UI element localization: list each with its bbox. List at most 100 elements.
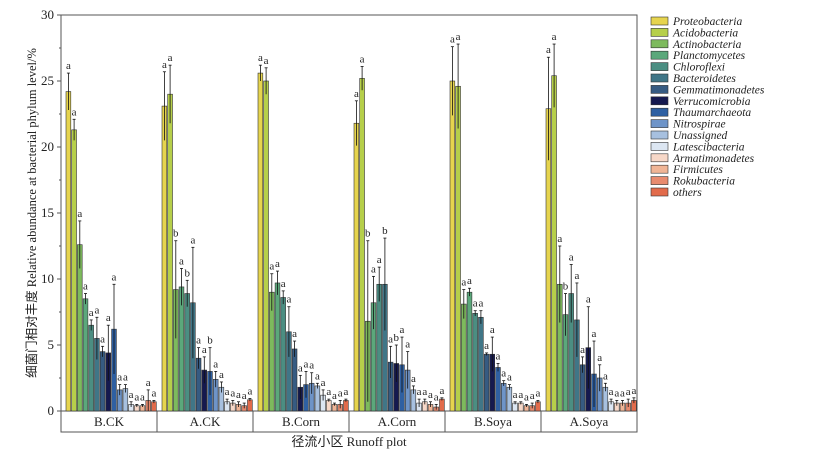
bar xyxy=(506,386,513,412)
significance-letter: a xyxy=(202,344,207,356)
y-tick-label: 25 xyxy=(41,73,54,88)
y-tick-label: 30 xyxy=(41,7,54,22)
legend-label: Chloroflexi xyxy=(673,62,725,74)
significance-letter: b xyxy=(173,228,179,240)
significance-letter: a xyxy=(439,385,444,397)
x-tick-label: A.Soya xyxy=(570,414,609,429)
significance-letter: a xyxy=(66,60,71,72)
significance-letter: a xyxy=(112,271,117,283)
bar xyxy=(178,286,185,412)
legend-swatch xyxy=(650,187,669,197)
legend-label: Actinobacteria xyxy=(672,39,742,51)
significance-letter: b xyxy=(563,281,569,293)
significance-letter: a xyxy=(609,386,614,398)
legend-label: Thaumarchaeota xyxy=(673,107,751,119)
bar xyxy=(257,72,264,412)
significance-letter: a xyxy=(100,333,105,345)
significance-letter: a xyxy=(417,386,422,398)
significance-letter: a xyxy=(592,328,597,340)
significance-letter: a xyxy=(507,372,512,384)
significance-letter: a xyxy=(496,350,501,362)
bar xyxy=(88,324,94,412)
bar xyxy=(500,382,507,412)
x-tick-label: B.Soya xyxy=(474,414,512,429)
legend-label: Rokubacteria xyxy=(672,176,735,188)
significance-letter: a xyxy=(230,387,235,399)
bar xyxy=(326,400,332,412)
bar xyxy=(461,303,467,412)
legend-label: Planctomycetes xyxy=(672,50,746,62)
significance-letter: a xyxy=(332,390,337,402)
significance-letter: b xyxy=(382,225,388,237)
significance-letter: a xyxy=(631,385,636,397)
bar xyxy=(359,78,365,412)
significance-letter: a xyxy=(140,391,145,403)
significance-letter: a xyxy=(247,385,252,397)
bar xyxy=(263,80,269,412)
bar xyxy=(353,122,360,412)
significance-letter: a xyxy=(580,344,585,356)
legend-swatch xyxy=(650,142,669,151)
significance-letter: a xyxy=(242,390,247,402)
legend-label: Bacteroidetes xyxy=(673,73,736,85)
legend-label: Nitrospirae xyxy=(672,119,726,131)
significance-letter: a xyxy=(450,34,455,46)
significance-letter: a xyxy=(473,298,478,310)
significance-letter: a xyxy=(400,324,405,336)
significance-letter: a xyxy=(94,304,99,316)
legend-swatch xyxy=(650,164,669,174)
significance-letter: a xyxy=(151,387,156,399)
legend-swatch xyxy=(650,28,669,37)
significance-letter: a xyxy=(315,370,320,382)
legend-swatch xyxy=(650,73,669,83)
significance-letter: a xyxy=(269,261,274,273)
significance-letter: a xyxy=(213,358,218,370)
legend-swatch xyxy=(650,39,669,49)
legend-swatch xyxy=(650,153,669,163)
significance-letter: a xyxy=(134,391,139,403)
significance-letter: a xyxy=(236,389,241,401)
bar xyxy=(495,367,501,412)
significance-letter: a xyxy=(264,55,269,67)
significance-letter: a xyxy=(574,270,579,282)
legend-swatch xyxy=(650,130,669,140)
significance-letter: a xyxy=(354,88,359,100)
x-axis-label: 径流小区 Runoff plot xyxy=(291,434,407,449)
y-tick-label: 20 xyxy=(41,139,54,154)
significance-letter: a xyxy=(77,208,82,220)
significance-letter: a xyxy=(292,328,297,340)
legend: ProteobacteriaAcidobacteriaActinobacteri… xyxy=(650,16,765,199)
bar xyxy=(343,400,349,412)
significance-letter: a xyxy=(461,277,466,289)
significance-letter: a xyxy=(478,298,483,310)
significance-letter: a xyxy=(586,294,591,306)
bar xyxy=(376,283,382,412)
bar xyxy=(247,399,253,412)
bar xyxy=(65,91,72,412)
significance-letter: b xyxy=(184,267,190,279)
significance-letter: a xyxy=(338,387,343,399)
significance-letter: a xyxy=(388,333,393,345)
significance-letter: a xyxy=(286,294,291,306)
legend-label: Firmicutes xyxy=(672,164,723,176)
significance-letter: a xyxy=(518,389,523,401)
significance-letter: a xyxy=(258,52,263,64)
significance-letter: a xyxy=(326,386,331,398)
bar xyxy=(167,93,173,412)
bar xyxy=(184,293,190,412)
significance-letter: a xyxy=(603,370,608,382)
legend-label: Verrucomicrobia xyxy=(673,96,751,108)
significance-letter: a xyxy=(321,377,326,389)
bar xyxy=(151,401,157,412)
y-tick-label: 0 xyxy=(48,403,55,418)
significance-letter: a xyxy=(377,254,382,266)
x-tick-label: B.Corn xyxy=(282,414,320,429)
significance-letter: a xyxy=(490,324,495,336)
significance-letter: a xyxy=(72,106,77,118)
bar xyxy=(314,385,321,412)
y-axis-label: 细菌门相对丰度 Relative abundance at bacterial … xyxy=(24,48,39,378)
significance-letter: a xyxy=(456,31,461,43)
significance-letter: a xyxy=(626,386,631,398)
bar xyxy=(71,129,77,412)
significance-letter: a xyxy=(146,377,151,389)
